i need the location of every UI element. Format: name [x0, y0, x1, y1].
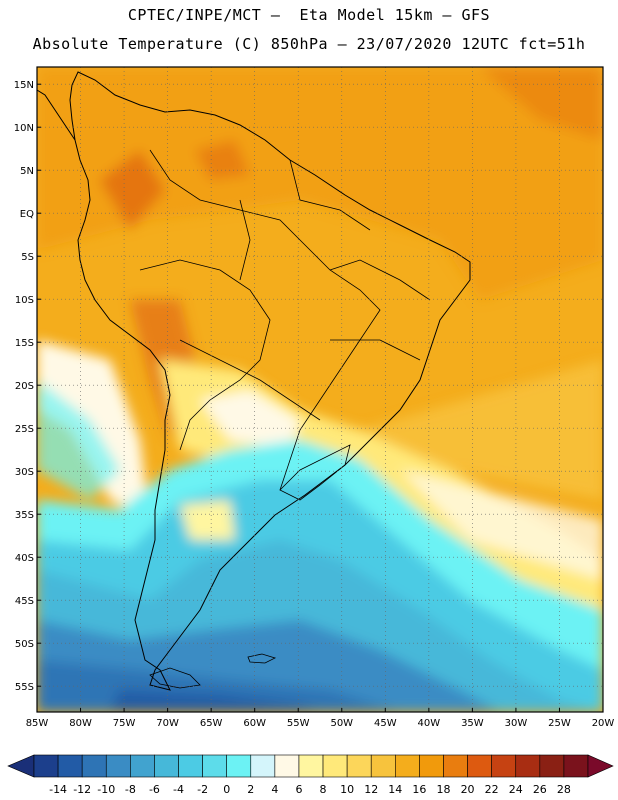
longitude-label: 85W [26, 718, 49, 729]
title-line-1: CPTEC/INPE/MCT – Eta Model 15km – GFS [127, 6, 491, 24]
colorbar-label: 4 [271, 783, 278, 796]
longitude-label: 40W [418, 718, 441, 729]
longitude-label: 70W [156, 718, 179, 729]
longitude-labels: 85W 80W 75W 70W 65W 60W 55W 50W 45W 40W 35W 30W 25W 2… [26, 708, 615, 729]
colorbar-label: -12 [73, 783, 91, 796]
colorbar-swatch [226, 754, 252, 778]
colorbar-swatch [105, 754, 131, 778]
latitude-label: 50S [15, 639, 34, 650]
colorbar-label: 22 [485, 783, 499, 796]
colorbar-swatch [491, 754, 517, 778]
latitude-label: 30S [15, 467, 34, 478]
colorbar-label: 2 [247, 783, 254, 796]
colorbar-label: -14 [49, 783, 67, 796]
colorbar-swatch [202, 754, 227, 778]
colorbar-swatch [130, 754, 155, 778]
colorbar-swatch [419, 754, 444, 778]
colorbar [7, 754, 614, 778]
colorbar-swatch [443, 754, 468, 778]
colorbar-label: 24 [509, 783, 523, 796]
latitude-label: 5N [20, 166, 34, 177]
colorbar-swatch [563, 754, 589, 778]
colorbar-label: 20 [461, 783, 475, 796]
colorbar-swatch [178, 754, 203, 778]
latitude-label: 10S [15, 295, 34, 306]
latitude-label: 10N [14, 123, 34, 134]
latitude-label: 55S [15, 682, 34, 693]
longitude-label: 25W [548, 718, 571, 729]
colorbar-swatch [346, 754, 372, 778]
colorbar-label: -6 [149, 783, 160, 796]
colorbar-label: -8 [125, 783, 136, 796]
colorbar-label: 28 [557, 783, 571, 796]
colorbar-label: -2 [197, 783, 208, 796]
colorbar-label: 10 [340, 783, 354, 796]
colorbar-label: -4 [173, 783, 184, 796]
colorbar-swatch [274, 754, 300, 778]
longitude-label: 45W [374, 718, 397, 729]
colorbar-label: 0 [223, 783, 230, 796]
colorbar-swatch [370, 754, 396, 778]
colorbar-swatch [81, 754, 107, 778]
colorbar-label: 6 [295, 783, 302, 796]
longitude-label: 50W [330, 718, 353, 729]
colorbar-min-arrow [7, 754, 35, 778]
longitude-label: 80W [69, 718, 92, 729]
colorbar-swatch [154, 754, 179, 778]
latitude-label: 45S [15, 596, 34, 607]
colorbar-max-arrow [587, 754, 614, 778]
colorbar-swatch [515, 754, 541, 778]
colorbar-label: 16 [412, 783, 426, 796]
latitude-label: 5S [21, 252, 34, 263]
latitude-label: 15S [15, 338, 34, 349]
colorbar-swatch [298, 754, 324, 778]
longitude-label: 60W [243, 718, 266, 729]
longitude-label: 75W [113, 718, 136, 729]
latitude-label: 15N [14, 80, 34, 91]
colorbar-labels: -14 -12 -10 -8 -6 -4 -2 0 2 4 6 8 10 12 14 16 18 20 22 24 26… [49, 783, 571, 796]
colorbar-label: 8 [320, 783, 327, 796]
colorbar-swatch [250, 754, 276, 778]
colorbar-label: 12 [364, 783, 378, 796]
colorbar-swatch [395, 754, 420, 778]
longitude-label: 30W [505, 718, 528, 729]
colorbar-label: 14 [388, 783, 402, 796]
map-frame [36, 66, 604, 713]
colorbar-swatch [322, 754, 348, 778]
latitude-label: EQ [20, 209, 34, 220]
colorbar-label: 18 [436, 783, 450, 796]
colorbar-swatch [33, 754, 59, 778]
latitude-labels: 15N 10N 5N EQ 5S 10S 15S 20S 25S 30S 35S 40S 45S 50S 5… [14, 80, 41, 693]
colorbar-swatch [539, 754, 565, 778]
longitude-label: 55W [287, 718, 310, 729]
longitude-label: 20W [592, 718, 615, 729]
longitude-label: 35W [461, 718, 484, 729]
latitude-label: 35S [15, 510, 34, 521]
title-line-2: Absolute Temperature (C) 850hPa – 23/07/… [32, 35, 586, 53]
latitude-label: 25S [15, 424, 34, 435]
temperature-field [37, 67, 603, 712]
latitude-label: 40S [15, 553, 34, 564]
colorbar-label: 26 [533, 783, 547, 796]
latitude-label: 20S [15, 381, 34, 392]
colorbar-swatch [467, 754, 492, 778]
colorbar-label: -10 [97, 783, 115, 796]
longitude-label: 65W [200, 718, 223, 729]
colorbar-swatch [57, 754, 83, 778]
